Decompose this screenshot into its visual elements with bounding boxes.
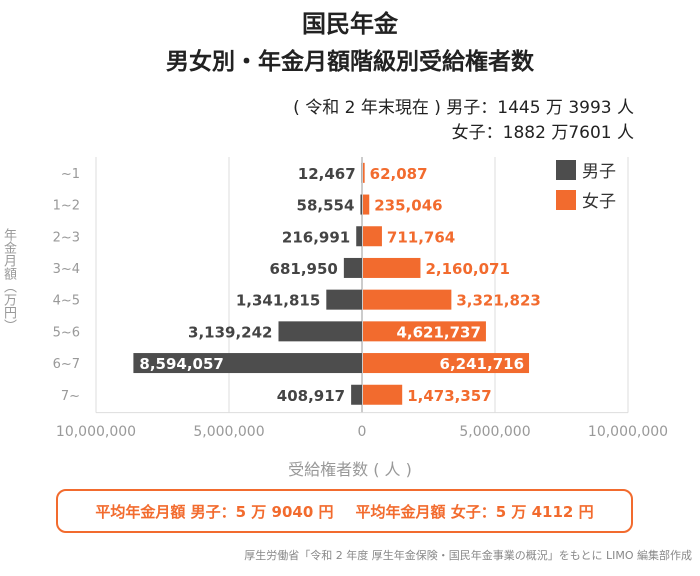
data-label-male: 8,594,057 — [139, 355, 223, 373]
data-label-male: 408,917 — [277, 387, 345, 405]
y-tick-label: 4~5 — [53, 294, 80, 309]
legend-swatch — [556, 160, 576, 180]
y-tick-label: 1~2 — [53, 199, 80, 214]
data-label-female: 2,160,071 — [425, 260, 509, 278]
y-axis-label: 年金月額（万円） — [1, 228, 16, 332]
bar-female — [363, 353, 530, 374]
bar-female — [363, 194, 370, 215]
data-label-male: 12,467 — [298, 165, 356, 183]
bar-female — [363, 162, 365, 183]
x-axis-label: 受給権者数 ( 人 ) — [288, 460, 412, 479]
x-tick-label: 5,000,000 — [193, 424, 264, 440]
bar-male — [326, 289, 362, 310]
female-average: 平均年金月額 女子：5 万 4112 円 — [355, 502, 594, 521]
y-tick-label: 7~ — [61, 389, 80, 404]
data-label-female: 1,473,357 — [407, 387, 491, 405]
data-label-female: 62,087 — [370, 165, 428, 183]
x-tick-label: 10,000,000 — [588, 424, 668, 440]
y-tick-label: 5~6 — [53, 325, 80, 340]
data-label-male: 1,341,815 — [236, 292, 320, 310]
bar-female — [363, 321, 486, 342]
y-tick-label: 3~4 — [53, 262, 80, 277]
data-label-male: 3,139,242 — [188, 323, 272, 341]
note-female-total: 女子：1882 万7601 人 — [451, 123, 634, 143]
chart-subtitle: 男女別・年金月額階級別受給権者数 — [166, 49, 534, 75]
bar-male — [360, 194, 362, 215]
y-tick-label: 2~3 — [53, 230, 80, 245]
bar-male — [133, 353, 362, 374]
male-average: 平均年金月額 男子：5 万 9040 円 — [95, 502, 334, 521]
x-tick-label: 0 — [358, 424, 367, 440]
data-label-female: 711,764 — [387, 228, 455, 246]
data-label-female: 3,321,823 — [456, 292, 540, 310]
data-label-male: 58,554 — [297, 197, 355, 215]
data-label-female: 4,621,737 — [396, 323, 480, 341]
bar-male — [278, 321, 362, 342]
bar-female — [363, 226, 382, 247]
bar-male — [343, 257, 362, 278]
bar-male — [356, 226, 362, 247]
average-summary-box: 平均年金月額 男子：5 万 9040 円 平均年金月額 女子：5 万 4112 … — [56, 489, 633, 533]
bar-male — [351, 384, 362, 405]
chart-title: 国民年金 — [302, 10, 398, 38]
y-tick-label: ~1 — [61, 167, 80, 182]
bar-female — [363, 289, 452, 310]
legend-swatch — [556, 190, 576, 210]
data-label-female: 6,241,716 — [440, 355, 524, 373]
source-note: 厚生労働省「令和 2 年度 厚生年金保険・国民年金事業の概況」をもとに LIMO… — [244, 549, 692, 562]
bar-female — [363, 384, 403, 405]
legend-label: 男子 — [582, 162, 616, 182]
note-male-total: ( 令和 2 年末現在 ) 男子：1445 万 3993 人 — [293, 98, 634, 118]
bar-female — [363, 257, 421, 278]
x-tick-label: 10,000,000 — [56, 424, 136, 440]
legend-label: 女子 — [582, 192, 616, 212]
y-tick-label: 6~7 — [53, 357, 80, 372]
data-label-male: 216,991 — [282, 228, 350, 246]
x-tick-label: 5,000,000 — [459, 424, 530, 440]
data-label-male: 681,950 — [270, 260, 338, 278]
data-label-female: 235,046 — [374, 197, 442, 215]
